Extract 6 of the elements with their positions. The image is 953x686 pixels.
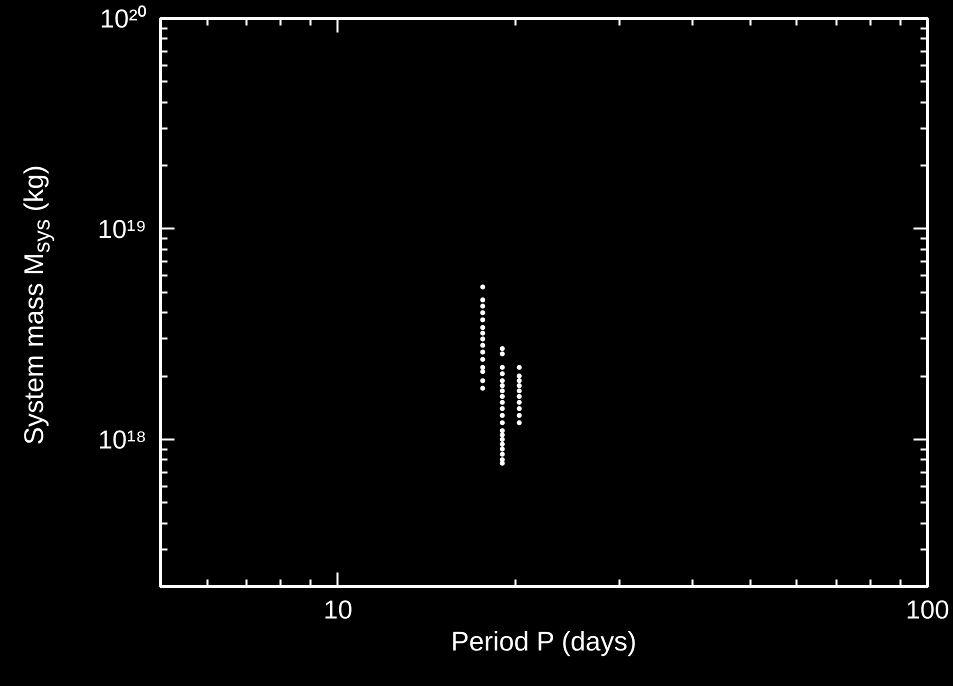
- y-tick-label: 10¹⁸: [98, 424, 146, 454]
- x-tick-label: 100: [906, 594, 950, 624]
- x-axis-title: Period P (days): [450, 626, 637, 656]
- y-tick-label: 10¹⁹: [98, 214, 147, 244]
- y-tick-label: 10²⁰: [100, 4, 146, 34]
- x-tick-label: 10: [324, 594, 352, 624]
